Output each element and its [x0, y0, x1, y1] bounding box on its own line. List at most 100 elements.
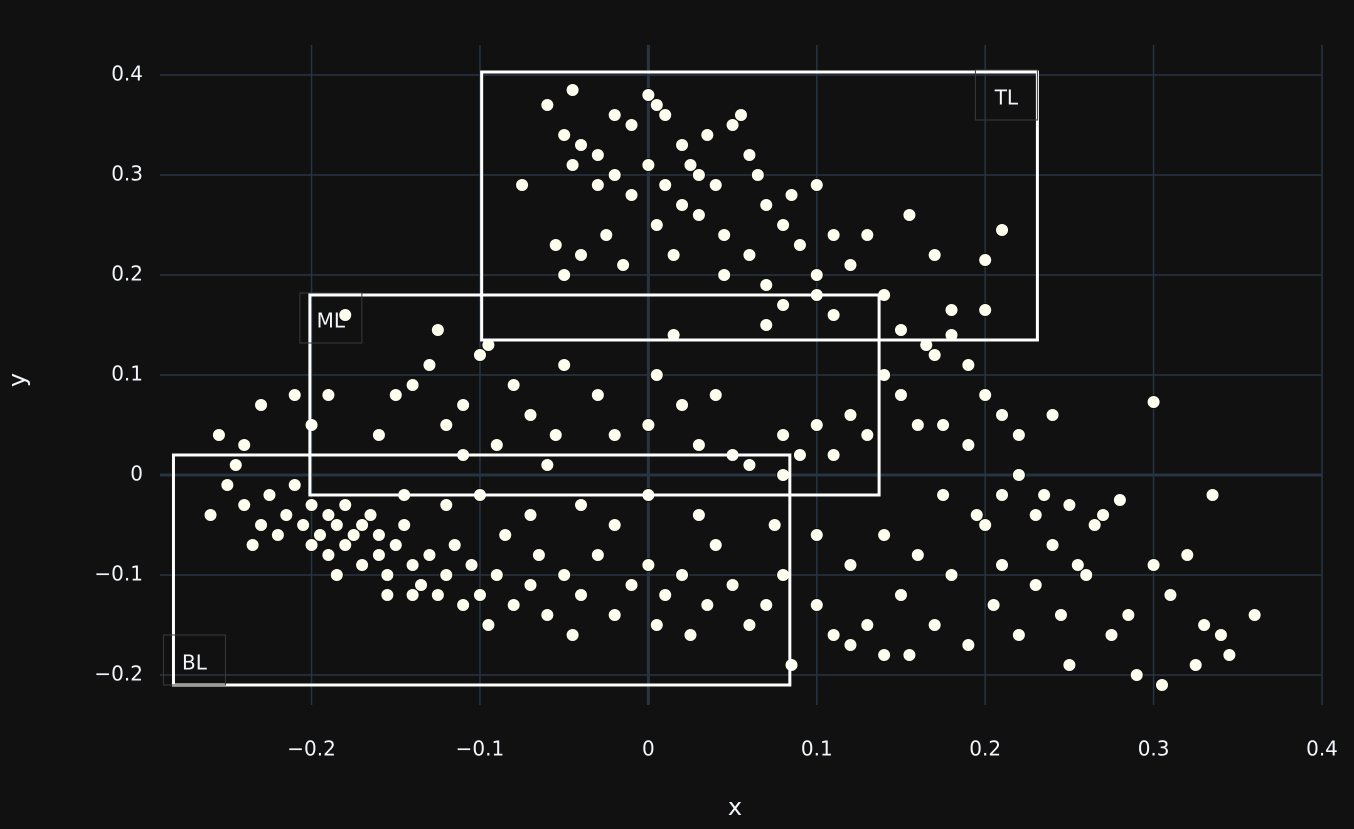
point: [296, 518, 311, 532]
point: [1037, 488, 1052, 502]
point: [422, 548, 437, 562]
point: [287, 478, 302, 492]
point: [944, 303, 959, 317]
point: [936, 488, 951, 502]
point: [211, 428, 226, 442]
point: [531, 548, 546, 562]
point: [910, 548, 925, 562]
point: [961, 438, 976, 452]
point: [860, 428, 875, 442]
point: [405, 558, 420, 572]
point: [574, 138, 589, 152]
point: [826, 228, 841, 242]
point: [607, 108, 622, 122]
annotation-label: ML: [317, 309, 346, 333]
point: [750, 168, 765, 182]
point: [245, 538, 260, 552]
point: [1011, 628, 1026, 642]
point: [969, 508, 984, 522]
point: [565, 628, 580, 642]
point: [270, 528, 285, 542]
point: [624, 118, 639, 132]
point: [843, 258, 858, 272]
point: [893, 588, 908, 602]
point: [1205, 488, 1220, 502]
point: [203, 508, 218, 522]
point: [910, 418, 925, 432]
point: [675, 398, 690, 412]
point: [1028, 578, 1043, 592]
point: [742, 248, 757, 262]
point: [287, 388, 302, 402]
shape-rect: [171, 453, 792, 687]
point: [1011, 428, 1026, 442]
point: [565, 83, 580, 97]
point: [986, 598, 1001, 612]
point: [759, 318, 774, 332]
point: [523, 578, 538, 592]
point: [329, 568, 344, 582]
point: [472, 588, 487, 602]
point: [321, 548, 336, 562]
point: [1070, 558, 1085, 572]
x-axis-title: x: [728, 793, 742, 821]
point: [590, 388, 605, 402]
point: [1121, 608, 1136, 622]
point: [776, 428, 791, 442]
point: [1129, 668, 1144, 682]
point: [574, 248, 589, 262]
point: [826, 308, 841, 322]
point: [464, 558, 479, 572]
point: [1222, 648, 1237, 662]
point: [641, 88, 656, 102]
point: [1146, 558, 1161, 572]
point: [220, 478, 235, 492]
x-tick-label: 0.1: [801, 737, 833, 761]
point: [590, 178, 605, 192]
point: [599, 228, 614, 242]
point: [329, 518, 344, 532]
point: [809, 178, 824, 192]
point: [809, 268, 824, 282]
point: [557, 128, 572, 142]
point: [708, 538, 723, 552]
point: [717, 228, 732, 242]
point: [691, 168, 706, 182]
point: [422, 358, 437, 372]
point: [388, 388, 403, 402]
annotation-box: [974, 69, 1038, 121]
point: [641, 158, 656, 172]
point: [1053, 608, 1068, 622]
point: [675, 568, 690, 582]
point: [1087, 518, 1102, 532]
point: [767, 518, 782, 532]
point: [607, 608, 622, 622]
point: [961, 638, 976, 652]
point: [624, 578, 639, 592]
point: [1213, 628, 1228, 642]
point: [607, 518, 622, 532]
point: [995, 223, 1010, 237]
point: [927, 618, 942, 632]
point: [708, 178, 723, 192]
point: [759, 278, 774, 292]
point: [877, 528, 892, 542]
point: [1096, 508, 1111, 522]
point: [405, 378, 420, 392]
annotation-box: [299, 292, 363, 344]
point: [700, 598, 715, 612]
point: [995, 408, 1010, 422]
point: [649, 98, 664, 112]
point: [1146, 395, 1161, 409]
point: [1062, 658, 1077, 672]
point: [683, 628, 698, 642]
point: [717, 268, 732, 282]
point: [1180, 548, 1195, 562]
point: [355, 558, 370, 572]
point: [776, 298, 791, 312]
point: [548, 428, 563, 442]
point: [826, 628, 841, 642]
point: [279, 508, 294, 522]
point: [927, 348, 942, 362]
